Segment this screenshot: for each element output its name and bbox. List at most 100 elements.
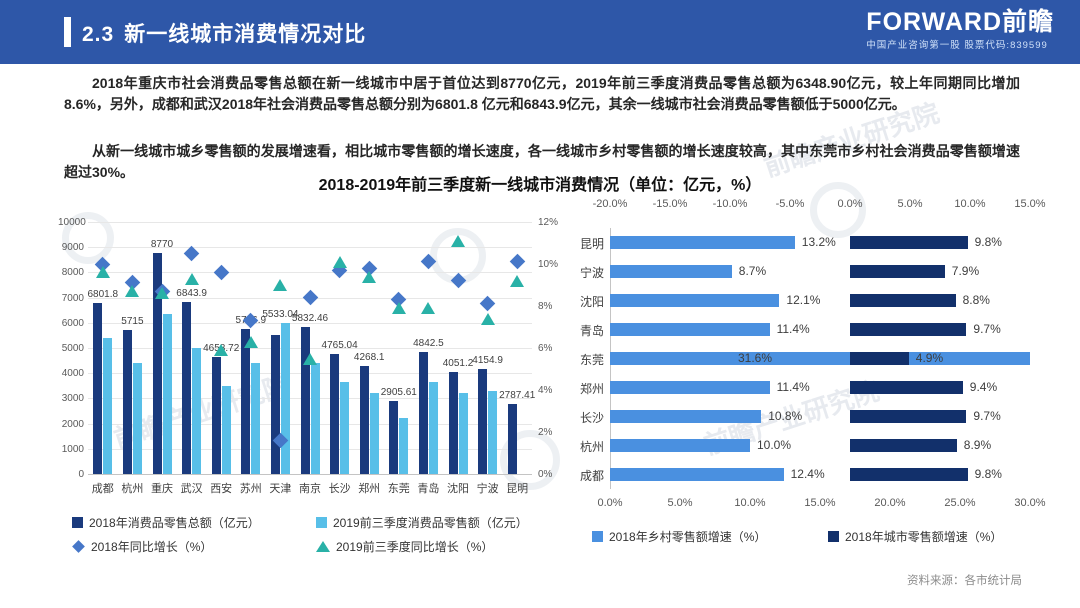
legend-label: 2018年消费品零售总额（亿元） — [89, 516, 260, 530]
y2-axis-tick: 10% — [538, 259, 559, 270]
chart-title: 2018-2019年前三季度新一线城市消费情况（单位：亿元，%） — [318, 177, 762, 194]
rural-value-label: 13.2% — [801, 235, 836, 249]
y-axis-tick: 2000 — [61, 418, 84, 430]
y-axis-tick: 4000 — [61, 368, 84, 380]
hbar-chart-legend: 2018年乡村零售额增速（%） 2018年城市零售额增速（%） — [592, 528, 1062, 548]
y-axis-tick: 7000 — [61, 292, 84, 304]
x-axis-category-label: 东莞 — [387, 483, 410, 495]
bar-value-label: 4842.5 — [413, 337, 444, 349]
legend-label: 2019前三季度同比增长（%） — [336, 540, 494, 554]
forward-logo-subtitle: 中国产业咨询第一股 股票代码:839599 — [866, 40, 1048, 51]
bar-2019-q13 — [192, 348, 202, 474]
bar-value-label: 4765.04 — [321, 339, 358, 351]
watermark-logo — [62, 212, 114, 264]
body-paragraph-2: 从新一线城市城乡零售额的发展增速看，相比城市零售额的增长速度，各一线城市乡村零售… — [64, 143, 1020, 180]
marker-triangle-2019-growth — [273, 279, 288, 291]
top-axis-tick: 5.0% — [897, 198, 923, 210]
x-axis-category-label: 西安 — [210, 483, 233, 495]
row-category-label: 郑州 — [579, 382, 604, 396]
bar-2019-q13 — [369, 392, 379, 474]
bar-2019-q13 — [251, 362, 261, 474]
bar-2018-total — [330, 353, 340, 474]
y-axis-tick: 8000 — [61, 267, 84, 279]
city-value-label: 9.8% — [974, 235, 1002, 249]
bar-value-label: 5533.04 — [262, 308, 299, 320]
bar-2019-q13 — [340, 382, 350, 474]
header-bar: 2.3 新一线城市消费情况对比 FORWARD前瞻 中国产业咨询第一股 股票代码:… — [0, 0, 1080, 64]
legend-triangle-icon — [316, 541, 330, 552]
bar-2019-q13 — [399, 417, 409, 474]
bar-2019-q13 — [458, 393, 468, 474]
gridline — [88, 373, 532, 375]
rural-value-label: 11.4% — [776, 380, 810, 394]
watermark-logo — [500, 430, 560, 490]
bar-2018-total — [270, 334, 280, 474]
row-category-label: 宁波 — [579, 266, 604, 280]
rural-value-label: 8.7% — [738, 264, 767, 278]
y2-axis-tick: 12% — [538, 217, 559, 228]
legend-item-city-growth: 2018年城市零售额增速（%） — [828, 528, 1002, 545]
bar-value-label: 2905.61 — [380, 386, 417, 398]
marker-triangle-2019-growth — [480, 312, 495, 325]
bar-value-label: 4154.9 — [472, 355, 503, 367]
y-axis-tick: 6000 — [61, 317, 84, 329]
row-category-label: 沈阳 — [579, 295, 604, 309]
gridline — [88, 423, 532, 425]
city-value-label: 7.9% — [951, 264, 980, 278]
x-axis-line — [88, 474, 532, 475]
bar-2019-q13 — [221, 385, 231, 474]
bar-value-label: 6843.9 — [176, 287, 207, 299]
bar-2019-q13 — [428, 382, 438, 474]
bar-2018-total — [152, 252, 162, 474]
watermark-logo — [810, 182, 866, 238]
marker-diamond-2018-growth — [302, 289, 318, 306]
city-value-label: 8.9% — [963, 438, 992, 452]
bar-rural-growth — [610, 468, 784, 481]
bar-2019-q13 — [132, 362, 142, 474]
marker-triangle-2019-growth — [214, 344, 229, 357]
bar-2018-total — [122, 329, 132, 474]
bar-city-growth — [850, 381, 963, 394]
row-category-label: 成都 — [579, 469, 604, 483]
bar-2018-total — [359, 366, 369, 474]
bar-2018-total — [182, 301, 192, 474]
gridline — [88, 322, 532, 324]
page-title: 2.3 新一线城市消费情况对比 — [82, 18, 366, 48]
bar-city-growth — [850, 468, 968, 481]
y-axis-tick: 1000 — [61, 443, 84, 455]
legend-swatch-navy-square — [72, 517, 83, 528]
bar-2018-total — [418, 351, 428, 474]
bottom-axis-tick: 5.0% — [667, 497, 693, 509]
bar-city-growth — [850, 323, 967, 336]
bar-rural-growth — [610, 439, 750, 452]
bar-city-growth — [850, 410, 967, 423]
city-value-label: 9.4% — [969, 380, 998, 394]
legend-label: 2018年城市零售额增速（%） — [845, 530, 1003, 544]
legend-label: 2018年同比增长（%） — [91, 540, 213, 554]
gridline — [88, 448, 532, 450]
legend-item-2018-growth: 2018年同比增长（%） — [72, 538, 212, 555]
hbar-chart-growth-rates: -20.0% -15.0% -10.0% -5.0% 0.0% 5.0% 10.0% 15.0… — [562, 198, 1064, 512]
bottom-axis-tick: 10.0% — [734, 497, 766, 509]
bar-2019-q13 — [488, 390, 498, 474]
top-axis-tick: -10.0% — [712, 198, 748, 210]
bottom-axis-tick: 20.0% — [874, 497, 906, 509]
row-category-label: 杭州 — [579, 440, 604, 454]
gridline — [88, 222, 532, 223]
legend-diamond-icon — [72, 540, 85, 553]
bar-2019-q13 — [310, 363, 320, 474]
gridline — [88, 247, 532, 249]
forward-logo-text: FORWARD前瞻 — [866, 8, 1054, 36]
bar-2018-total — [93, 302, 103, 474]
row-category-label: 青岛 — [579, 324, 604, 338]
legend-item-2018-total: 2018年消费品零售总额（亿元） — [72, 514, 260, 531]
bar-city-growth — [850, 352, 909, 365]
legend-item-rural-growth: 2018年乡村零售额增速（%） — [592, 528, 766, 545]
bar-rural-growth — [610, 410, 762, 423]
rural-value-label: 12.4% — [790, 467, 825, 481]
marker-triangle-2019-growth — [362, 270, 377, 283]
bar-value-label: 8770 — [150, 238, 174, 250]
rural-value-label: 10.8% — [768, 409, 803, 423]
city-value-label: 9.7% — [973, 409, 1001, 423]
legend-label: 2019前三季度消费品零售额（亿元） — [333, 516, 528, 530]
